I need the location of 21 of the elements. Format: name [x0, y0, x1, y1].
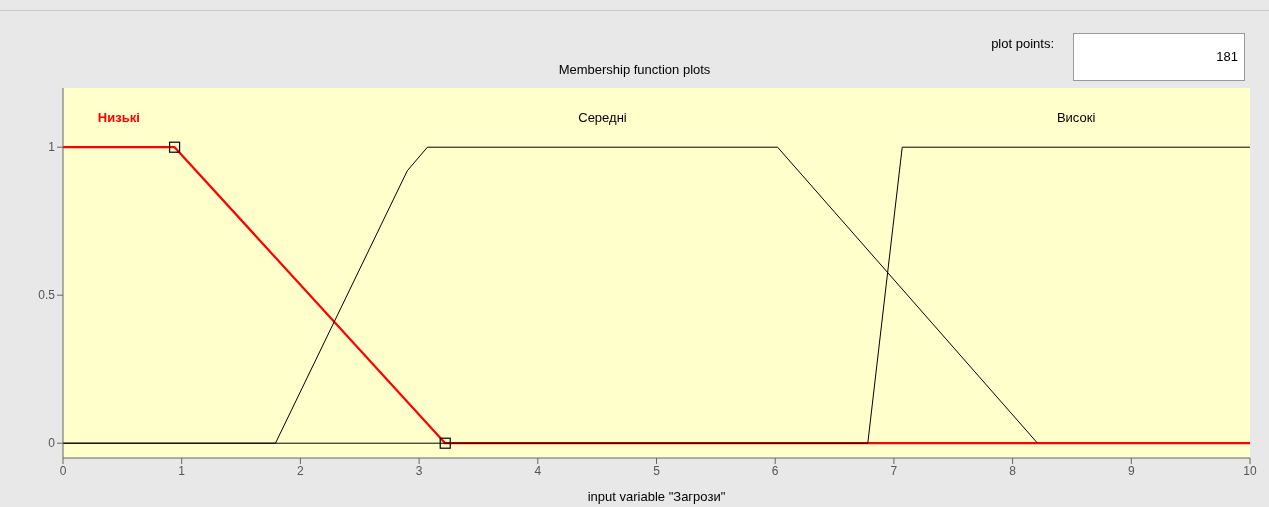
chart-title: Membership function plots — [558, 62, 711, 77]
series-label: Високі — [1056, 110, 1096, 126]
series-label: Низькі — [97, 110, 140, 126]
x-tick-label: 7 — [890, 463, 898, 478]
input-field: 181 — [1073, 33, 1245, 81]
x-tick-label: 3 — [415, 463, 423, 478]
y-tick-label: 1 — [48, 140, 56, 155]
x-tick-label: 5 — [653, 463, 661, 478]
y-tick-label: 0.5 — [38, 288, 56, 303]
x-tick-label: 6 — [771, 463, 779, 478]
x-tick-label: 10 — [1243, 463, 1257, 478]
x-tick-label: 2 — [297, 463, 305, 478]
text: plot points: — [990, 36, 1054, 51]
series-label: Середні — [578, 110, 627, 126]
x-tick-label: 9 — [1127, 463, 1135, 478]
x-tick-label: 8 — [1009, 463, 1017, 478]
x-tick-label: 1 — [178, 463, 186, 478]
y-tick-label: 0 — [48, 436, 56, 451]
x-tick-label: 4 — [534, 463, 542, 478]
x-tick-label: 0 — [59, 463, 67, 478]
x-axis-title: input variable "Загрози" — [587, 489, 726, 504]
